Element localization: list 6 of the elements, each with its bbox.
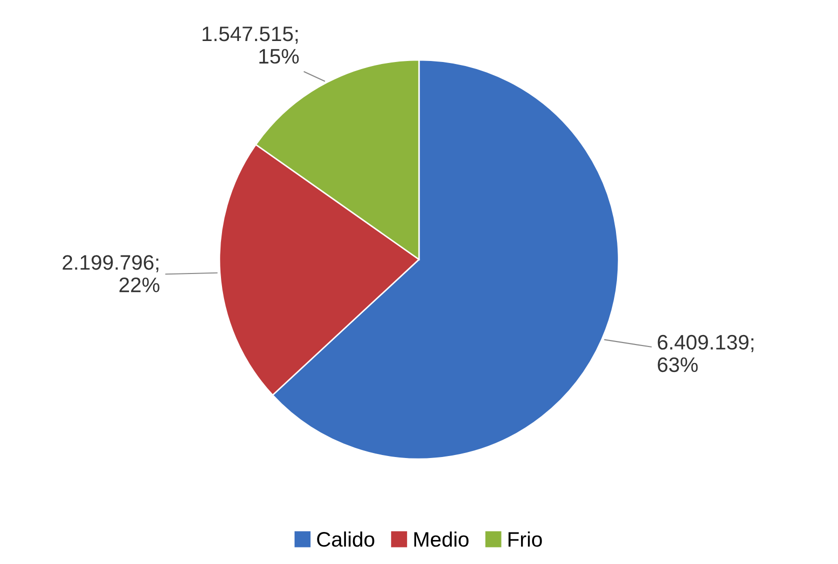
legend-label: Frio [508,531,542,547]
legend-label: Calido [317,531,374,547]
data-label: 6.409.139; 63% [658,334,754,372]
legend-label: Medio [414,531,469,547]
data-label: 1.547.515; 15% [202,26,299,64]
data-label: 2.199.796; 22% [62,255,160,292]
